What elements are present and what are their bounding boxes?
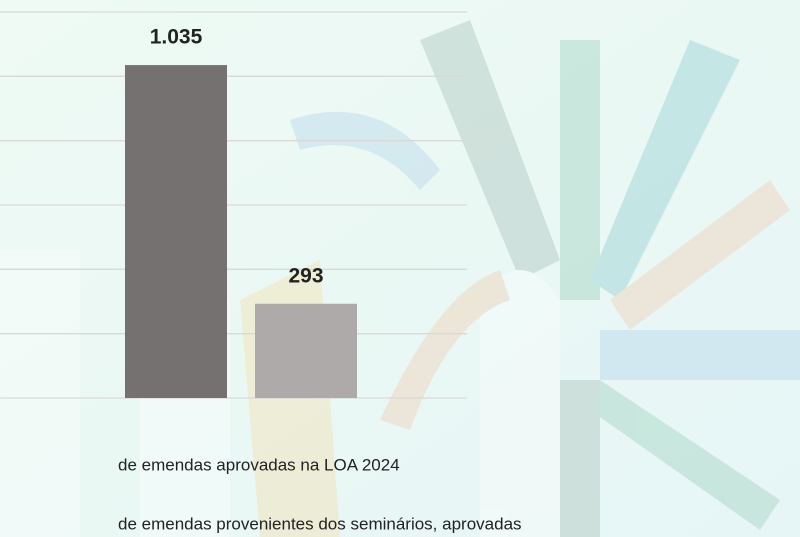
legend-label: de emendas aprovadas na LOA 2024 <box>118 455 400 474</box>
legend-label: de emendas provenientes dos seminários, … <box>118 514 522 533</box>
value-label: 1.035 <box>150 26 203 49</box>
bar <box>255 303 357 398</box>
value-label: 293 <box>288 264 323 287</box>
bar <box>125 65 227 398</box>
